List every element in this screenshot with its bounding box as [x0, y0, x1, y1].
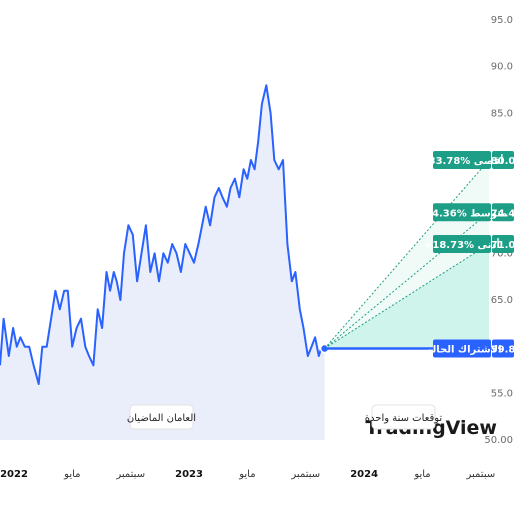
- forecast-low-badge-value-bg: [492, 235, 514, 253]
- current-price-badge-label-bg: [433, 339, 491, 358]
- value-badges: 80.0+33.78% أقصى 74.4+24.36% متوسط 71.0+18…: [417, 151, 516, 358]
- forecast-low-badge-value: 71.0: [491, 240, 516, 251]
- forecast-average-badge-label: +24.36% متوسط: [417, 208, 508, 219]
- history-line: [0, 84, 326, 385]
- x-tick-label: 2022: [0, 469, 28, 480]
- forecast-period-chip-bg: [371, 404, 436, 430]
- forecast-period-chip-label: توقعات سنة واحدة: [365, 413, 443, 424]
- x-tick-label: مايو: [413, 469, 430, 480]
- forecast-high-badge-label: +33.78% أقصى: [420, 154, 503, 167]
- forecast-low-badge-label: +18.73% أدنى: [424, 238, 500, 251]
- forecast-average-badge: 74.4+24.36% متوسط: [417, 203, 516, 222]
- x-axis: 2022 مايو سبتمبر 2023 مايو سبتمبر 2024 مايو سبتم…: [0, 469, 495, 480]
- past-period-chip-bg: [129, 404, 194, 430]
- current-price-badge-value-bg: [492, 339, 514, 358]
- past-period-chip-label: العامان الماضيان: [127, 413, 196, 424]
- past-period-chip[interactable]: العامان الماضيان: [127, 404, 196, 430]
- x-tick-label: مايو: [63, 469, 80, 480]
- x-tick-label: سبتمبر: [465, 469, 495, 480]
- forecast-low-badge: 71.0+18.73% أدنى: [424, 235, 515, 253]
- forecast-average-badge-value: 74.4: [491, 208, 516, 219]
- forecast-average-badge-value-bg: [492, 203, 514, 222]
- x-tick-label: سبتمبر: [290, 469, 320, 480]
- current-price-badge-label: الاشتراك الحالي: [422, 345, 501, 356]
- x-tick-label: 2023: [175, 469, 203, 480]
- forecast-range: [324, 159, 495, 350]
- forecast-period-chip[interactable]: توقعات سنة واحدة: [365, 404, 443, 430]
- forecast-high-badge-value: 80.0: [491, 156, 516, 167]
- y-tick-label: 85.0: [491, 108, 513, 119]
- price-history: [0, 84, 330, 441]
- y-tick-label: 70.0: [491, 248, 513, 259]
- forecast-high-badge-label-bg: [433, 151, 491, 169]
- forecast-high-line: [324, 159, 490, 349]
- y-tick-label: 55.0: [491, 388, 513, 399]
- y-tick-label: 65.0: [491, 295, 513, 306]
- forecast-average-badge-label-bg: [433, 203, 491, 222]
- x-tick-label: 2024: [350, 469, 378, 480]
- x-tick-label: مايو: [238, 469, 255, 480]
- y-tick-label: 95.0: [491, 15, 513, 26]
- forecast-low-badge-label-bg: [433, 235, 491, 253]
- forecast-average-line: [324, 211, 490, 349]
- y-axis: 50.00 55.0 65.0 70.0 85.0 90.0 95.0: [484, 15, 513, 446]
- forecast-low-line: [324, 243, 490, 349]
- y-tick-label: 90.0: [491, 62, 513, 73]
- y-tick-label: 50.00: [484, 435, 513, 446]
- x-tick-label: سبتمبر: [115, 469, 145, 480]
- forecast-high-badge-value-bg: [492, 151, 514, 169]
- forecast-high-badge: 80.0+33.78% أقصى: [420, 151, 515, 169]
- current-price-badge-value: 59.8: [491, 345, 516, 356]
